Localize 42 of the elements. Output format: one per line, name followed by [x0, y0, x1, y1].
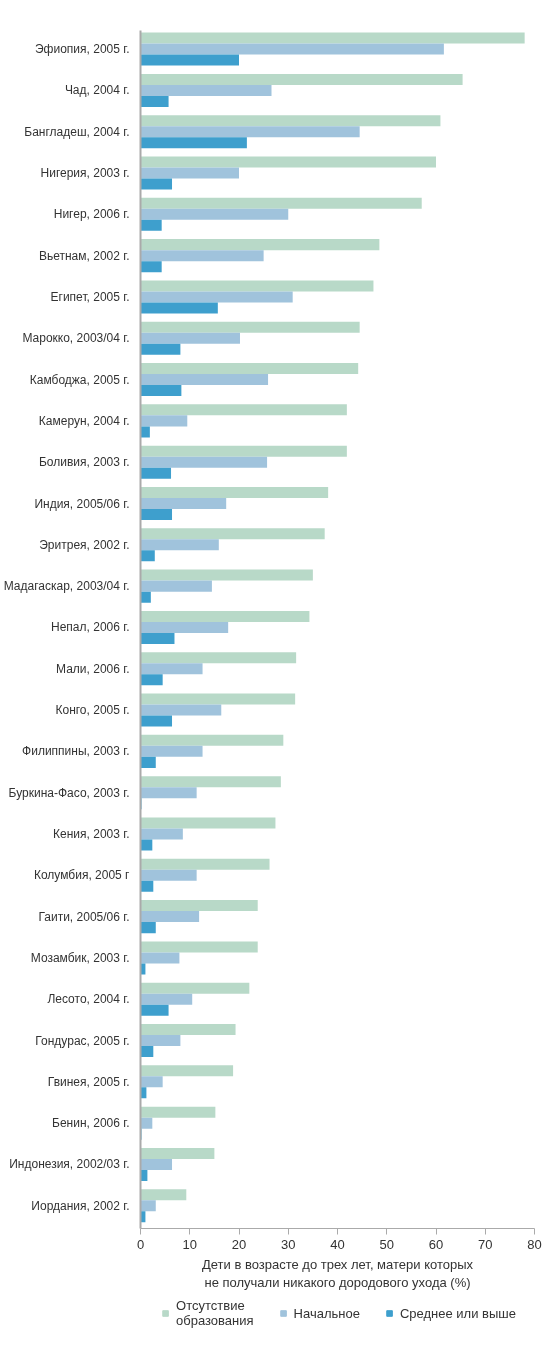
- y-tick-label: Боливия, 2003 г.: [38, 455, 130, 470]
- x-tick-label: 50: [379, 1236, 394, 1252]
- y-tick-label: Непал, 2006 г.: [51, 620, 130, 635]
- y-tick-label: Индия, 2005/06 г.: [34, 496, 130, 511]
- y-tick-label: Эфиопия, 2005 г.: [34, 42, 130, 57]
- y-tick-label: Конго, 2005 г.: [55, 703, 130, 718]
- y-tick-label: Мали, 2006 г.: [56, 661, 130, 676]
- x-tick-label: 10: [182, 1236, 197, 1252]
- y-tick-label: Буркина-Фасо, 2003 г.: [8, 785, 130, 800]
- y-tick-label: Египет, 2005 г.: [50, 289, 130, 304]
- y-tick-label: Бенин, 2006 г.: [52, 1116, 130, 1131]
- y-tick-label: Эритрея, 2002 г.: [39, 537, 130, 552]
- x-tick-label: 80: [527, 1236, 542, 1252]
- y-tick-label: Бангладеш, 2004 г.: [24, 124, 130, 139]
- legend-label: Отсутствие образования: [176, 1298, 254, 1328]
- y-tick-label: Индонезия, 2002/03 г.: [9, 1157, 130, 1172]
- y-tick-label: Гаити, 2005/06 г.: [38, 909, 130, 924]
- x-tick-label: 20: [231, 1236, 247, 1252]
- x-tick-label: 70: [478, 1236, 493, 1252]
- y-tick-label: Вьетнам, 2002 г.: [38, 248, 130, 263]
- y-tick-label: Кения, 2003 г.: [53, 826, 130, 841]
- x-tick-label: 40: [330, 1236, 345, 1252]
- y-tick-label: Нигерия, 2003 г.: [40, 166, 130, 181]
- x-tick-label: 0: [136, 1236, 145, 1252]
- y-tick-label: Мозамбик, 2003 г.: [30, 950, 130, 965]
- x-tick-label: 30: [281, 1236, 296, 1252]
- y-tick-label: Лесото, 2004 г.: [47, 992, 130, 1007]
- y-tick-label: Чад, 2004 г.: [64, 83, 130, 98]
- y-tick-label: Иордания, 2002 г.: [31, 1198, 130, 1213]
- y-tick-label: Филиппины, 2003 г.: [22, 744, 130, 759]
- y-tick-label: Камерун, 2004 г.: [38, 413, 130, 428]
- y-tick-label: Марокко, 2003/04 г.: [22, 331, 130, 346]
- y-tick-label: Гондурас, 2005 г.: [35, 1033, 130, 1048]
- y-tick-label: Гвинея, 2005 г.: [47, 1074, 130, 1089]
- y-tick-label: Камбоджа, 2005 г.: [29, 372, 130, 387]
- legend-label: Среднее или выше: [399, 1305, 516, 1321]
- y-tick-label: Колумбия, 2005 г: [33, 868, 131, 883]
- x-axis-title: Дети в возрасте до трех лет, матери которых не получали никакого дородового ухода (%): [201, 1256, 474, 1290]
- y-tick-label: Нигер, 2006 г.: [53, 207, 130, 222]
- x-tick-label: 60: [428, 1236, 444, 1252]
- y-tick-label: Мадагаскар, 2003/04 г.: [3, 579, 130, 594]
- legend-label: Начальное: [293, 1305, 360, 1321]
